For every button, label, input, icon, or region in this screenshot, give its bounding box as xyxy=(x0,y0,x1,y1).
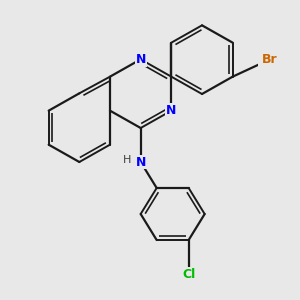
Text: Br: Br xyxy=(262,53,278,66)
Text: N: N xyxy=(136,155,146,169)
Bar xyxy=(135,52,147,67)
Bar xyxy=(165,103,177,118)
Bar xyxy=(177,267,201,282)
Bar xyxy=(258,52,282,67)
Text: N: N xyxy=(136,53,146,66)
Text: H: H xyxy=(122,155,131,165)
Text: Cl: Cl xyxy=(182,268,195,281)
Bar xyxy=(135,155,147,169)
Text: N: N xyxy=(166,104,176,117)
